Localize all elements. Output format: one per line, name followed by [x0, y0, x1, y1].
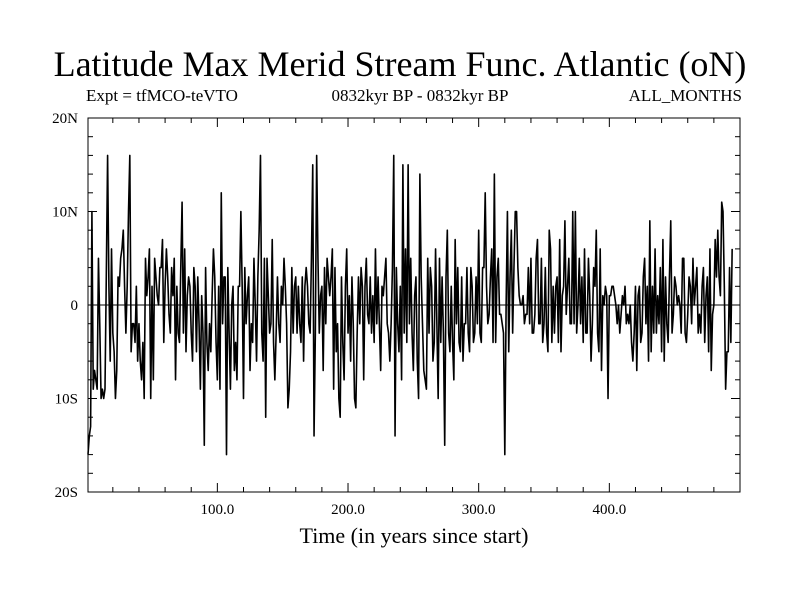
y-tick-label: 20S	[55, 485, 78, 501]
y-tick-label: 0	[71, 298, 79, 314]
x-tick-label: 100.0	[200, 502, 234, 518]
y-tick-label: 20N	[52, 111, 78, 127]
months-label: ALL_MONTHS	[628, 86, 742, 105]
x-axis-label: Time (in years since start)	[299, 523, 529, 548]
experiment-label: Expt = tfMCO-teVTO	[86, 86, 238, 105]
period-label: 0832kyr BP - 0832kyr BP	[331, 86, 509, 105]
chart-title: Latitude Max Merid Stream Func. Atlantic…	[53, 44, 747, 84]
plot-frame	[87, 117, 741, 493]
x-tick-label: 300.0	[462, 502, 496, 518]
y-tick-labels: 20N 10N 0 10S 20S	[52, 111, 78, 501]
x-tick-labels: 100.0 200.0 300.0 400.0	[200, 502, 626, 518]
y-tick-label: 10S	[55, 392, 78, 408]
x-tick-label: 400.0	[592, 502, 626, 518]
series-line	[87, 154, 733, 456]
y-tick-label: 10N	[52, 205, 78, 221]
x-tick-label: 200.0	[331, 502, 365, 518]
